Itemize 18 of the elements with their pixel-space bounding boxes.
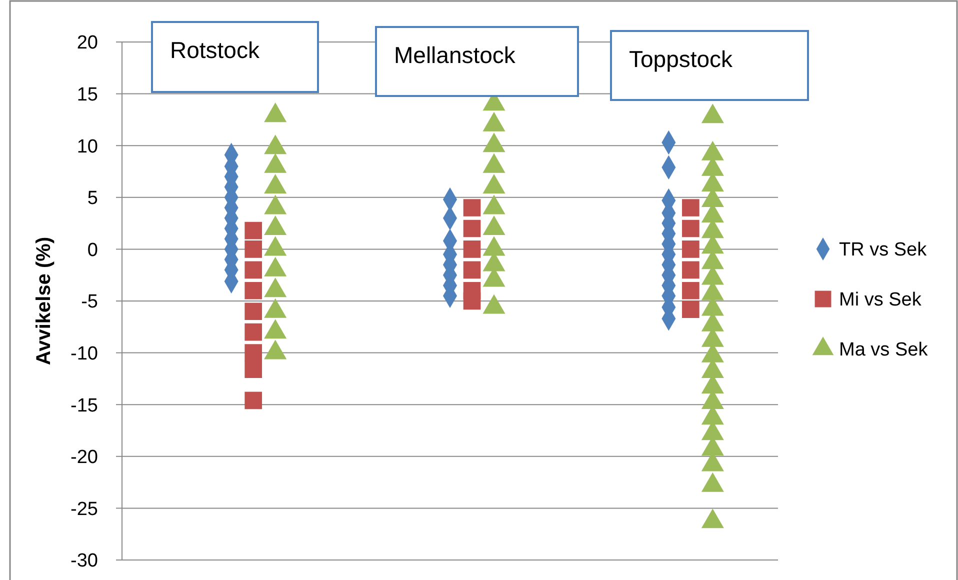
y-tick-label: -15: [70, 395, 98, 416]
legend-label: Mi vs Sek: [839, 290, 922, 311]
y-tick-label: -5: [81, 292, 98, 313]
legend-label: Ma vs Sek: [839, 340, 928, 361]
y-tick-label: 15: [76, 84, 98, 106]
annotation: Rotstock: [170, 37, 260, 64]
y-tick-label: 0: [87, 240, 98, 261]
legend-label: TR vs Sek: [839, 240, 928, 261]
y-tick-label: -25: [70, 498, 98, 520]
y-tick-label: 10: [76, 136, 98, 158]
annotation: Mellanstock: [394, 42, 516, 68]
annotation: Toppstock: [629, 46, 734, 72]
y-tick-label: 20: [76, 32, 98, 54]
y-tick-label: -10: [70, 343, 98, 364]
y-axis-title: Avvikelse (%): [33, 236, 55, 366]
y-tick-label: -20: [70, 447, 98, 468]
y-tick-label: -30: [70, 550, 98, 572]
y-tick-label: 5: [87, 188, 98, 210]
